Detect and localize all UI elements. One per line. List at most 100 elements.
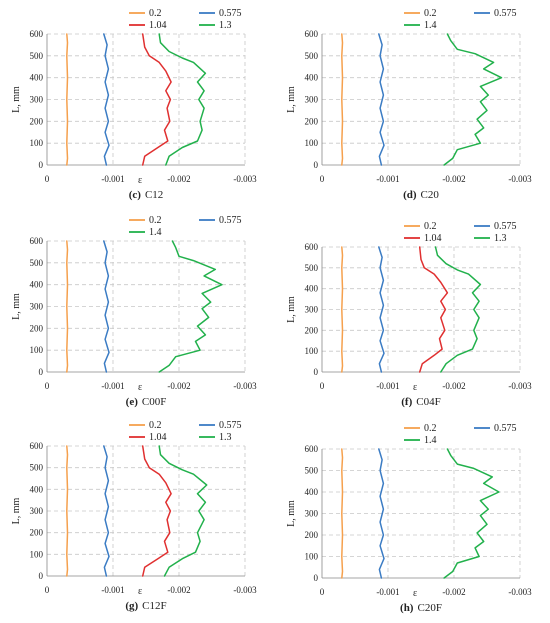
panel-caption: (e) C00F — [126, 396, 167, 408]
legend-label: 0.2 — [149, 8, 162, 19]
y-tick-label: 0 — [314, 160, 319, 170]
x-tick-label: 0 — [320, 587, 325, 597]
y-tick-label: 0 — [39, 160, 44, 170]
y-tick-label: 0 — [39, 367, 44, 377]
y-tick-label: 200 — [30, 528, 44, 538]
legend-label: 0.575 — [219, 215, 242, 226]
legend: 0.2 0.575 1.4 — [404, 8, 517, 31]
y-tick-label: 300 — [30, 95, 44, 105]
series-line-0.575 — [103, 33, 110, 166]
series-line-1.04 — [418, 246, 449, 373]
y-tick-label: 500 — [305, 466, 319, 476]
y-axis-label: L, mm — [286, 500, 297, 527]
series-line-1.3 — [434, 246, 482, 373]
series-line-0.575 — [103, 445, 110, 577]
y-tick-label: 400 — [305, 73, 319, 83]
y-tick-label: 0 — [314, 573, 319, 583]
panel-caption: (d) C20 — [403, 189, 439, 201]
y-axis-label: L, mm — [11, 86, 22, 113]
x-tick-label: -0.001 — [101, 174, 124, 184]
panel-caption: (g) C12F — [125, 600, 166, 612]
x-tick-label: -0.001 — [376, 381, 399, 391]
series-line-0.2 — [66, 445, 69, 577]
chart-panel-6: 0 100 200 300 400 500 600 0 -0.001 -0.002 -0.003 L,… — [286, 423, 532, 614]
x-tick-label: -0.003 — [508, 174, 532, 184]
legend: 0.2 0.575 1.04 1.3 — [404, 221, 517, 244]
x-tick-label: 0 — [45, 174, 50, 184]
y-tick-label: 600 — [30, 236, 44, 246]
caption-letter: (d) — [403, 189, 417, 201]
y-tick-label: 100 — [30, 138, 44, 148]
legend-label: 0.575 — [219, 420, 242, 431]
caption-label: C12 — [145, 189, 163, 201]
y-tick-label: 0 — [314, 367, 319, 377]
caption-letter: (g) — [125, 600, 138, 612]
series-line-0.2 — [66, 240, 69, 373]
series-line-0.2 — [341, 246, 344, 373]
x-axis-label: ε — [413, 382, 417, 393]
legend: 0.2 0.575 1.4 — [404, 423, 517, 446]
y-tick-label: 400 — [30, 73, 44, 83]
y-axis-label: L, mm — [286, 296, 297, 323]
caption-label: C00F — [142, 396, 166, 408]
y-tick-label: 200 — [30, 116, 44, 126]
y-tick-label: 100 — [305, 138, 319, 148]
caption-letter: (e) — [126, 396, 139, 408]
chart-panel-3: 0 100 200 300 400 500 600 0 -0.001 -0.002 -0.003 L,… — [11, 215, 257, 408]
series-line-0.575 — [378, 246, 385, 373]
series-line-1.04 — [141, 445, 172, 577]
y-tick-label: 100 — [305, 346, 319, 356]
x-tick-label: -0.002 — [442, 174, 465, 184]
y-tick-label: 600 — [305, 242, 319, 252]
x-tick-label: -0.002 — [442, 587, 465, 597]
legend-label: 1.3 — [219, 20, 232, 31]
series-line-1.3 — [158, 33, 207, 166]
x-tick-label: 0 — [320, 174, 325, 184]
series-line-0.2 — [341, 448, 344, 579]
x-tick-label: -0.001 — [376, 174, 399, 184]
series-line-1.4 — [158, 240, 223, 373]
panel-caption: (f) C04F — [401, 396, 440, 408]
x-tick-label: -0.001 — [101, 585, 124, 595]
y-tick-label: 400 — [30, 484, 44, 494]
y-tick-label: 300 — [30, 302, 44, 312]
y-tick-label: 500 — [305, 51, 319, 61]
x-tick-label: -0.003 — [233, 585, 257, 595]
y-tick-label: 500 — [30, 51, 44, 61]
y-tick-label: 300 — [305, 95, 319, 105]
x-tick-label: -0.002 — [167, 174, 190, 184]
y-axis-label: L, mm — [286, 86, 297, 113]
caption-letter: (h) — [400, 602, 414, 614]
series-line-0.575 — [378, 33, 385, 166]
x-tick-label: 0 — [45, 381, 50, 391]
legend-label: 1.4 — [149, 227, 162, 238]
chart-panel-4: 0 100 200 300 400 500 600 0 -0.001 -0.002 -0.003 L,… — [286, 221, 532, 408]
legend-label: 1.3 — [494, 233, 507, 244]
legend-label: 0.575 — [219, 8, 242, 19]
series-line-0.575 — [378, 448, 385, 579]
y-tick-label: 300 — [305, 305, 319, 315]
y-tick-label: 200 — [305, 530, 319, 540]
legend: 0.2 0.575 1.04 1.3 — [129, 8, 242, 31]
legend-label: 0.2 — [149, 420, 162, 431]
legend-label: 0.575 — [494, 221, 517, 232]
caption-letter: (f) — [401, 396, 412, 408]
x-axis-label: ε — [138, 586, 142, 597]
y-tick-label: 100 — [30, 345, 44, 355]
caption-label: C20F — [417, 602, 441, 614]
caption-letter: (c) — [129, 189, 142, 201]
x-tick-label: -0.001 — [101, 381, 124, 391]
legend-label: 0.2 — [149, 215, 162, 226]
x-tick-label: -0.002 — [442, 381, 465, 391]
panel-caption: (h) C20F — [400, 602, 442, 614]
x-tick-label: -0.003 — [233, 381, 257, 391]
x-tick-label: -0.003 — [508, 587, 532, 597]
series-line-0.575 — [103, 240, 110, 373]
y-tick-label: 500 — [305, 263, 319, 273]
y-tick-label: 600 — [30, 441, 44, 451]
y-tick-label: 600 — [305, 444, 319, 454]
x-tick-label: 0 — [45, 585, 50, 595]
y-tick-label: 100 — [30, 549, 44, 559]
y-tick-label: 200 — [305, 116, 319, 126]
